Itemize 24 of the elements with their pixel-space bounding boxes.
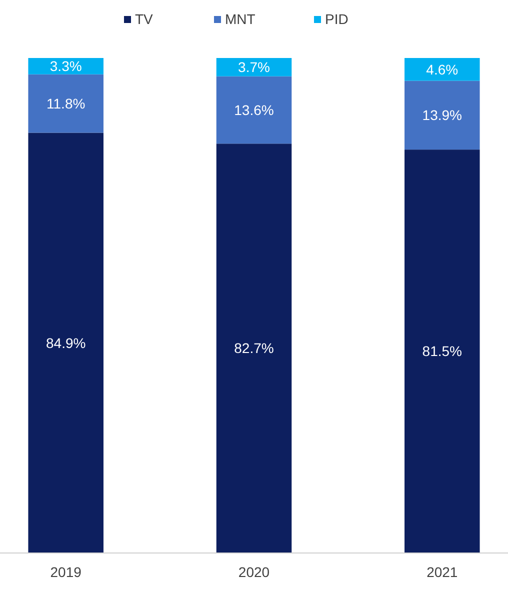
data-label: 3.3%: [50, 58, 82, 74]
data-label: 81.5%: [422, 343, 462, 360]
legend-label: TV: [135, 11, 154, 27]
x-tick-label: 2020: [238, 564, 270, 580]
data-label: 13.9%: [422, 107, 462, 124]
data-label: 4.6%: [426, 61, 458, 78]
data-label: 82.7%: [234, 340, 274, 356]
x-tick-label: 2019: [50, 564, 82, 580]
bar: [28, 132, 104, 553]
bar: [404, 58, 480, 81]
bar: [216, 76, 292, 144]
bar: [28, 58, 104, 74]
data-label: 3.7%: [238, 59, 270, 76]
legend-label: PID: [325, 11, 348, 27]
data-label: 13.6%: [234, 102, 274, 118]
legend-label: MNT: [225, 11, 256, 27]
data-label: 11.8%: [46, 95, 86, 112]
bar: [28, 74, 104, 133]
bar: [216, 58, 292, 76]
x-tick-label: 2021: [426, 564, 458, 580]
bar: [216, 144, 292, 553]
bar: [404, 80, 480, 150]
data-label: 84.9%: [46, 334, 86, 351]
bar: [404, 150, 480, 553]
